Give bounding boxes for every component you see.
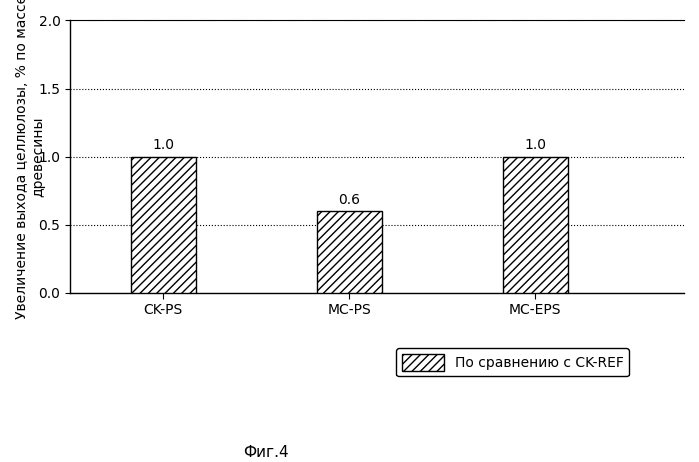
Legend: По сравнению с CK-REF: По сравнению с CK-REF (396, 348, 629, 377)
Text: 1.0: 1.0 (524, 139, 546, 152)
Bar (503, 157, 568, 292)
Bar (317, 211, 382, 292)
Y-axis label: Увеличение выхода целлюлозы, % по массе
древесины: Увеличение выхода целлюлозы, % по массе … (15, 0, 45, 319)
Text: Фиг.4: Фиг.4 (243, 445, 289, 460)
Text: 1.0: 1.0 (152, 139, 174, 152)
Bar (131, 157, 196, 292)
Text: 0.6: 0.6 (338, 193, 360, 207)
